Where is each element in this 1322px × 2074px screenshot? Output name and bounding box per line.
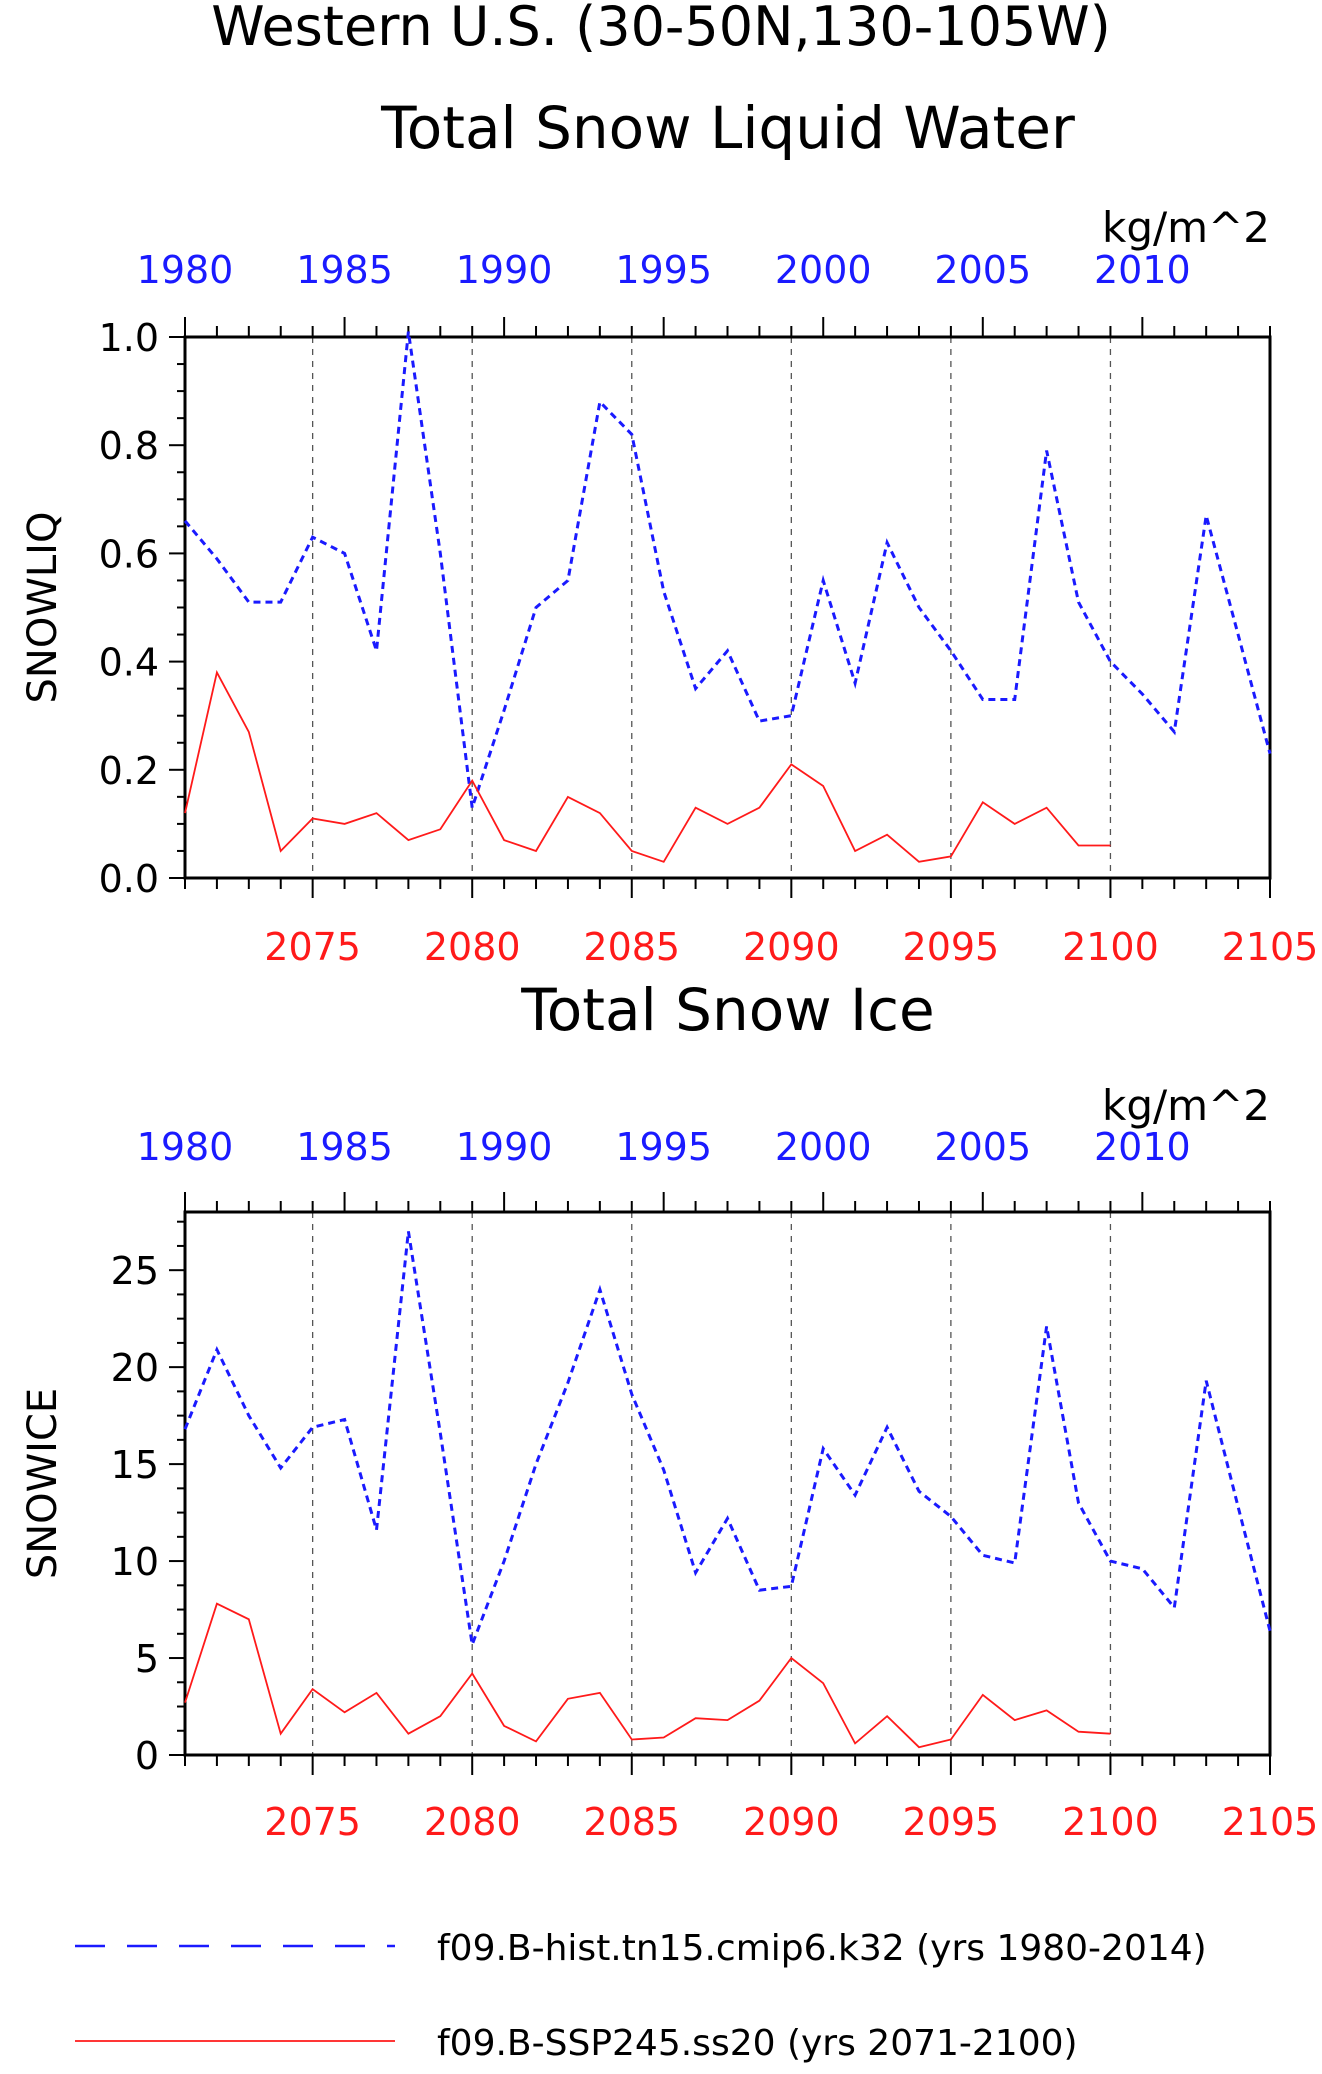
top-tick-label: 1995 (615, 248, 712, 292)
y-tick-label: 5 (135, 1637, 159, 1681)
y-axis-label: SNOWICE (20, 1388, 66, 1579)
y-tick-label: 20 (111, 1346, 159, 1390)
series-line-hist (183, 331, 1272, 809)
bottom-tick-label: 2085 (583, 925, 680, 969)
legend-label-1: f09.B-hist.tn15.cmip6.k32 (yrs 1980-2014… (437, 1928, 1207, 1969)
top-tick-label: 1980 (137, 1125, 234, 1169)
y-tick-label: 0.0 (99, 857, 159, 901)
y-tick-label: 25 (111, 1249, 159, 1293)
bottom-tick-label: 2085 (583, 1800, 680, 1844)
bottom-tick-label: 2090 (743, 1800, 840, 1844)
bottom-tick-label: 2105 (1222, 1800, 1319, 1844)
plot-frame (183, 1210, 1272, 1757)
top-tick-label: 1980 (137, 248, 234, 292)
series-line-hist (183, 1231, 1272, 1651)
top-tick-label: 2010 (1094, 248, 1191, 292)
top-tick-label: 2000 (775, 248, 872, 292)
top-tick-label: 2000 (775, 1125, 872, 1169)
bottom-tick-label: 2095 (903, 925, 1000, 969)
y-axis-label: SNOWLIQ (20, 512, 66, 704)
units-label: kg/m^2 (1102, 1081, 1270, 1130)
chart-panel-1: Total Snow Liquid Water kg/m^2 SNOWLIQ 0.0 0… (20, 94, 1318, 969)
bottom-tick-label: 2080 (424, 925, 521, 969)
bottom-tick-label: 2075 (264, 925, 361, 969)
panel-title: Total Snow Ice (520, 976, 935, 1044)
chart-panel-2: Total Snow Ice kg/m^2 SNOWICE 0 5 10 15 20 25 198… (20, 976, 1318, 1844)
bottom-tick-label: 2100 (1062, 1800, 1159, 1844)
y-tick-label: 0.8 (99, 424, 159, 468)
series-line-ssp245 (184, 669, 1111, 863)
y-tick-label: 0 (135, 1734, 159, 1778)
y-tick-label: 10 (111, 1540, 159, 1584)
legend: f09.B-hist.tn15.cmip6.k32 (yrs 1980-2014… (75, 1928, 1207, 2064)
y-tick-label: 1.0 (99, 316, 159, 360)
units-label: kg/m^2 (1102, 203, 1270, 252)
panels: Total Snow Liquid Water kg/m^2 SNOWLIQ 0.0 0… (20, 94, 1318, 1844)
plot-frame (183, 335, 1272, 880)
legend-label-2: f09.B-SSP245.ss20 (yrs 2071-2100) (437, 2023, 1078, 2064)
bottom-tick-label: 2095 (903, 1800, 1000, 1844)
panel-title: Total Snow Liquid Water (380, 94, 1075, 162)
top-tick-label: 1990 (456, 248, 553, 292)
bottom-tick-label: 2080 (424, 1800, 521, 1844)
top-tick-label: 1985 (296, 248, 393, 292)
top-tick-label: 1985 (296, 1125, 393, 1169)
top-tick-label: 2010 (1094, 1125, 1191, 1169)
top-tick-label: 2005 (934, 1125, 1031, 1169)
bottom-tick-label: 2075 (264, 1800, 361, 1844)
bottom-tick-label: 2090 (743, 925, 840, 969)
y-tick-label: 15 (111, 1443, 159, 1487)
y-tick-label: 0.4 (99, 641, 159, 685)
top-tick-label: 2005 (934, 248, 1031, 292)
top-tick-label: 1995 (615, 1125, 712, 1169)
top-tick-label: 1990 (456, 1125, 553, 1169)
bottom-tick-label: 2100 (1062, 925, 1159, 969)
bottom-tick-label: 2105 (1222, 925, 1319, 969)
y-tick-label: 0.2 (99, 749, 159, 793)
y-tick-label: 0.6 (99, 532, 159, 576)
series-line-ssp245 (184, 1602, 1111, 1749)
figure-title: Western U.S. (30-50N,130-105W) (211, 0, 1111, 58)
